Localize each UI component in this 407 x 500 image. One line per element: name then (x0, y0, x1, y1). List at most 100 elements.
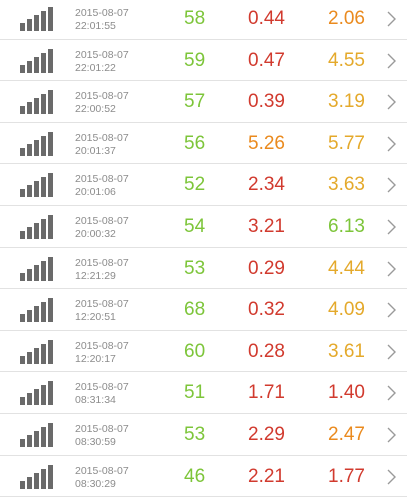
signal-strength-icon (20, 48, 56, 73)
test-date: 2015-08-07 (75, 256, 129, 269)
table-row[interactable]: 2015-08-07 12:20:17 60 0.28 3.61 (0, 331, 407, 373)
table-row[interactable]: 2015-08-07 08:30:59 53 2.29 2.47 (0, 414, 407, 456)
test-time: 12:20:17 (75, 352, 116, 365)
test-date: 2015-08-07 (75, 464, 129, 477)
ping-value: 51 (184, 382, 206, 404)
test-timestamp: 2015-08-07 12:21:29 (75, 257, 129, 283)
upload-speed-value: 3.19 (328, 91, 365, 113)
test-timestamp: 2015-08-07 22:01:22 (75, 49, 129, 75)
test-time: 20:01:37 (75, 144, 116, 157)
test-timestamp: 2015-08-07 20:01:37 (75, 132, 129, 158)
test-time: 08:30:29 (75, 477, 116, 490)
signal-strength-icon (20, 90, 56, 115)
test-date: 2015-08-07 (75, 422, 129, 435)
signal-strength-icon (20, 214, 56, 239)
upload-speed-value: 4.09 (328, 299, 365, 321)
signal-strength-icon (20, 7, 56, 31)
test-timestamp: 2015-08-07 12:20:51 (75, 298, 129, 324)
signal-strength-icon (20, 256, 56, 281)
download-speed-value: 3.21 (248, 215, 285, 237)
test-time: 08:30:59 (75, 435, 116, 448)
test-timestamp: 2015-08-07 12:20:17 (75, 340, 129, 366)
table-row[interactable]: 2015-08-07 22:01:55 58 0.44 2.06 (0, 0, 407, 40)
test-date: 2015-08-07 (75, 214, 129, 227)
test-time: 12:21:29 (75, 269, 116, 282)
download-speed-value: 0.28 (248, 340, 285, 362)
table-row[interactable]: 2015-08-07 22:00:52 57 0.39 3.19 (0, 81, 407, 123)
chevron-right-icon[interactable] (383, 384, 399, 402)
test-timestamp: 2015-08-07 08:30:59 (75, 423, 129, 449)
signal-strength-icon (20, 298, 56, 323)
signal-strength-icon (20, 339, 56, 364)
download-speed-value: 0.47 (248, 49, 285, 71)
ping-value: 59 (184, 49, 206, 71)
chevron-right-icon[interactable] (383, 52, 399, 70)
ping-value: 54 (184, 215, 206, 237)
signal-strength-icon (20, 131, 56, 156)
ping-value: 52 (184, 174, 206, 196)
ping-value: 57 (184, 91, 206, 113)
download-speed-value: 5.26 (248, 132, 285, 154)
test-date: 2015-08-07 (75, 90, 129, 103)
ping-value: 68 (184, 299, 206, 321)
test-time: 20:00:32 (75, 227, 116, 240)
test-time: 12:20:51 (75, 311, 116, 324)
test-time: 22:01:55 (75, 20, 116, 32)
chevron-right-icon[interactable] (383, 135, 399, 153)
test-date: 2015-08-07 (75, 339, 129, 352)
chevron-right-icon[interactable] (383, 93, 399, 111)
download-speed-value: 2.21 (248, 465, 285, 487)
upload-speed-value: 4.55 (328, 49, 365, 71)
table-row[interactable]: 2015-08-07 22:01:22 59 0.47 4.55 (0, 40, 407, 82)
chevron-right-icon[interactable] (383, 468, 399, 486)
table-row[interactable]: 2015-08-07 20:01:37 56 5.26 5.77 (0, 123, 407, 165)
upload-speed-value: 1.77 (328, 465, 365, 487)
download-speed-value: 0.39 (248, 91, 285, 113)
chevron-right-icon[interactable] (383, 176, 399, 194)
chevron-right-icon[interactable] (383, 218, 399, 236)
upload-speed-value: 2.06 (328, 8, 365, 29)
chevron-right-icon[interactable] (383, 10, 399, 28)
signal-strength-icon (20, 381, 56, 406)
test-time: 20:01:06 (75, 186, 116, 199)
chevron-right-icon[interactable] (383, 426, 399, 444)
download-speed-value: 2.29 (248, 423, 285, 445)
chevron-right-icon[interactable] (383, 343, 399, 361)
test-time: 22:00:52 (75, 103, 116, 116)
test-date: 2015-08-07 (75, 298, 129, 311)
ping-value: 58 (184, 8, 206, 29)
test-timestamp: 2015-08-07 20:00:32 (75, 215, 129, 241)
chevron-right-icon[interactable] (383, 260, 399, 278)
signal-strength-icon (20, 464, 56, 489)
test-timestamp: 2015-08-07 22:01:55 (75, 7, 129, 33)
signal-strength-icon (20, 422, 56, 447)
chevron-right-icon[interactable] (383, 301, 399, 319)
download-speed-value: 0.44 (248, 8, 285, 29)
ping-value: 53 (184, 257, 206, 279)
download-speed-value: 2.34 (248, 174, 285, 196)
table-row[interactable]: 2015-08-07 20:00:32 54 3.21 6.13 (0, 206, 407, 248)
table-row[interactable]: 2015-08-07 20:01:06 52 2.34 3.63 (0, 164, 407, 206)
test-time: 08:31:34 (75, 394, 116, 407)
upload-speed-value: 4.44 (328, 257, 365, 279)
table-row[interactable]: 2015-08-07 12:20:51 68 0.32 4.09 (0, 289, 407, 331)
ping-value: 46 (184, 465, 206, 487)
table-row[interactable]: 2015-08-07 08:31:34 51 1.71 1.40 (0, 372, 407, 414)
table-row[interactable]: 2015-08-07 08:30:29 46 2.21 1.77 (0, 456, 407, 498)
ping-value: 60 (184, 340, 206, 362)
download-speed-value: 0.32 (248, 299, 285, 321)
test-date: 2015-08-07 (75, 48, 129, 61)
test-timestamp: 2015-08-07 20:01:06 (75, 173, 129, 199)
table-row[interactable]: 2015-08-07 12:21:29 53 0.29 4.44 (0, 248, 407, 290)
download-speed-value: 1.71 (248, 382, 285, 404)
upload-speed-value: 3.63 (328, 174, 365, 196)
download-speed-value: 0.29 (248, 257, 285, 279)
test-timestamp: 2015-08-07 08:31:34 (75, 381, 129, 407)
test-timestamp: 2015-08-07 08:30:29 (75, 465, 129, 491)
upload-speed-value: 2.47 (328, 423, 365, 445)
ping-value: 53 (184, 423, 206, 445)
signal-strength-icon (20, 173, 56, 198)
test-date: 2015-08-07 (75, 173, 129, 186)
test-time: 22:01:22 (75, 61, 116, 74)
